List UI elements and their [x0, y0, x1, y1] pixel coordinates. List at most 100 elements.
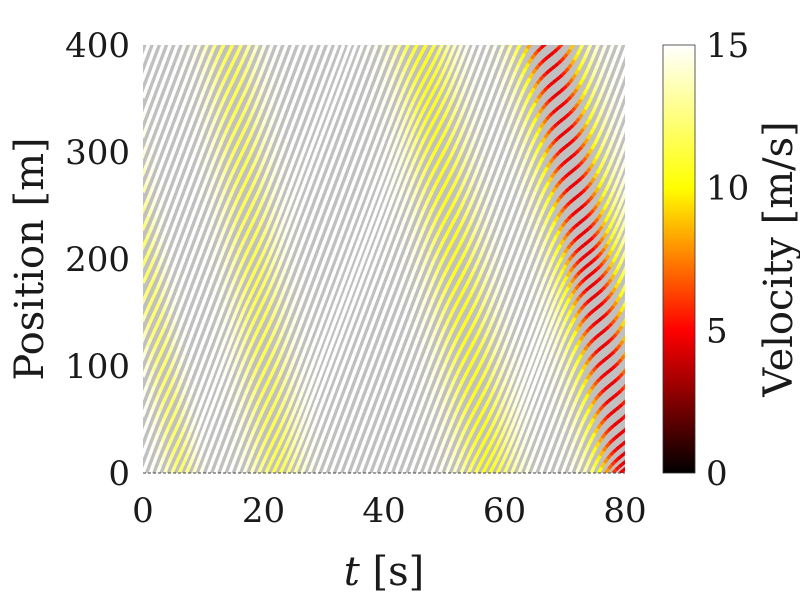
trajectory-segment: [249, 199, 256, 208]
trajectory-segment: [414, 256, 422, 266]
trajectory-segment: [290, 118, 297, 128]
trajectory-segment: [155, 464, 163, 473]
trajectory-segment: [439, 204, 446, 212]
trajectory-segment: [577, 353, 584, 361]
trajectory-segment: [574, 411, 581, 420]
vehicle-trajectory: [213, 45, 386, 473]
trajectory-segment: [588, 162, 595, 170]
trajectory-segment: [289, 378, 296, 388]
trajectory-segment: [543, 432, 551, 442]
trajectory-segment: [536, 269, 543, 279]
trajectory-segment: [555, 150, 561, 157]
trajectory-segment: [545, 282, 552, 292]
trajectory-segment: [578, 191, 584, 197]
trajectory-segment: [169, 451, 176, 460]
trajectory-segment: [171, 201, 178, 212]
trajectory-segment: [354, 321, 361, 331]
trajectory-segment: [220, 371, 228, 381]
trajectory-segment: [593, 217, 600, 224]
trajectory-segment: [592, 460, 599, 468]
trajectory-segment: [314, 411, 321, 421]
trajectory-segment: [474, 348, 481, 356]
trajectory-segment: [370, 212, 378, 222]
trajectory-segment: [393, 85, 400, 94]
trajectory-segment: [462, 319, 469, 327]
trajectory-segment: [205, 266, 212, 276]
trajectory-segment: [216, 218, 223, 228]
trajectory-segment: [166, 81, 173, 91]
trajectory-segment: [161, 304, 168, 314]
trajectory-segment: [525, 350, 532, 360]
trajectory-segment: [290, 172, 298, 182]
trajectory-segment: [248, 91, 255, 100]
trajectory-segment: [282, 428, 289, 437]
trajectory-segment: [154, 73, 161, 83]
trajectory-segment: [174, 290, 181, 300]
trajectory-segment: [313, 397, 320, 407]
trajectory-segment: [505, 46, 512, 56]
trajectory-segment: [484, 345, 491, 354]
trajectory-segment: [342, 304, 349, 315]
trajectory-segment: [568, 227, 574, 234]
trajectory-segment: [447, 51, 454, 61]
trajectory-segment: [249, 411, 256, 420]
trajectory-segment: [534, 369, 542, 379]
trajectory-segment: [362, 282, 369, 293]
trajectory-segment: [340, 292, 348, 302]
trajectory-segment: [522, 229, 529, 239]
trajectory-segment: [391, 376, 398, 386]
trajectory-segment: [202, 45, 209, 52]
trajectory-segment: [217, 101, 225, 110]
trajectory-segment: [274, 376, 281, 384]
trajectory-segment: [627, 425, 630, 428]
trajectory-segment: [552, 356, 559, 366]
trajectory-segment: [498, 418, 505, 427]
trajectory-segment: [287, 215, 294, 225]
trajectory-segment: [502, 391, 510, 401]
trajectory-segment: [385, 123, 392, 133]
trajectory-segment: [585, 198, 591, 205]
trajectory-segment: [241, 271, 248, 280]
trajectory-segment: [223, 126, 230, 135]
trajectory-segment: [299, 416, 307, 426]
trajectory-segment: [455, 457, 462, 467]
trajectory-segment: [603, 215, 610, 223]
trajectory-segment: [184, 89, 191, 99]
trajectory-segment: [339, 312, 346, 323]
trajectory-segment: [319, 77, 326, 88]
trajectory-segment: [510, 432, 517, 442]
trajectory-segment: [560, 291, 567, 300]
trajectory-segment: [242, 370, 249, 380]
trajectory-segment: [586, 423, 593, 431]
trajectory-segment: [249, 107, 257, 116]
trajectory-segment: [345, 212, 352, 222]
trajectory-segment: [260, 156, 267, 166]
trajectory-segment: [354, 92, 361, 102]
trajectory-segment: [149, 201, 157, 211]
trajectory-segment: [239, 292, 246, 301]
trajectory-segment: [581, 413, 588, 422]
trajectory-segment: [185, 145, 192, 155]
trajectory-segment: [205, 361, 212, 371]
trajectory-segment: [606, 308, 612, 315]
trajectory-segment: [373, 116, 381, 126]
trajectory-segment: [287, 180, 295, 190]
trajectory-segment: [581, 72, 588, 81]
trajectory-segment: [459, 199, 466, 208]
trajectory-segment: [372, 139, 379, 150]
trajectory-segment: [223, 275, 231, 284]
trajectory-segment: [289, 102, 296, 112]
trajectory-segment: [553, 370, 560, 380]
trajectory-segment: [458, 273, 465, 281]
trajectory-segment: [273, 142, 281, 152]
trajectory-segment: [285, 237, 292, 247]
trajectory-segment: [512, 237, 519, 247]
trajectory-segment: [464, 45, 470, 49]
trajectory-segment: [542, 417, 549, 427]
trajectory-segment: [578, 457, 585, 467]
trajectory-segment: [188, 137, 195, 147]
trajectory-segment: [605, 413, 612, 419]
trajectory-segment: [598, 262, 604, 268]
trajectory-segment: [303, 102, 310, 112]
trajectory-segment: [195, 457, 202, 467]
